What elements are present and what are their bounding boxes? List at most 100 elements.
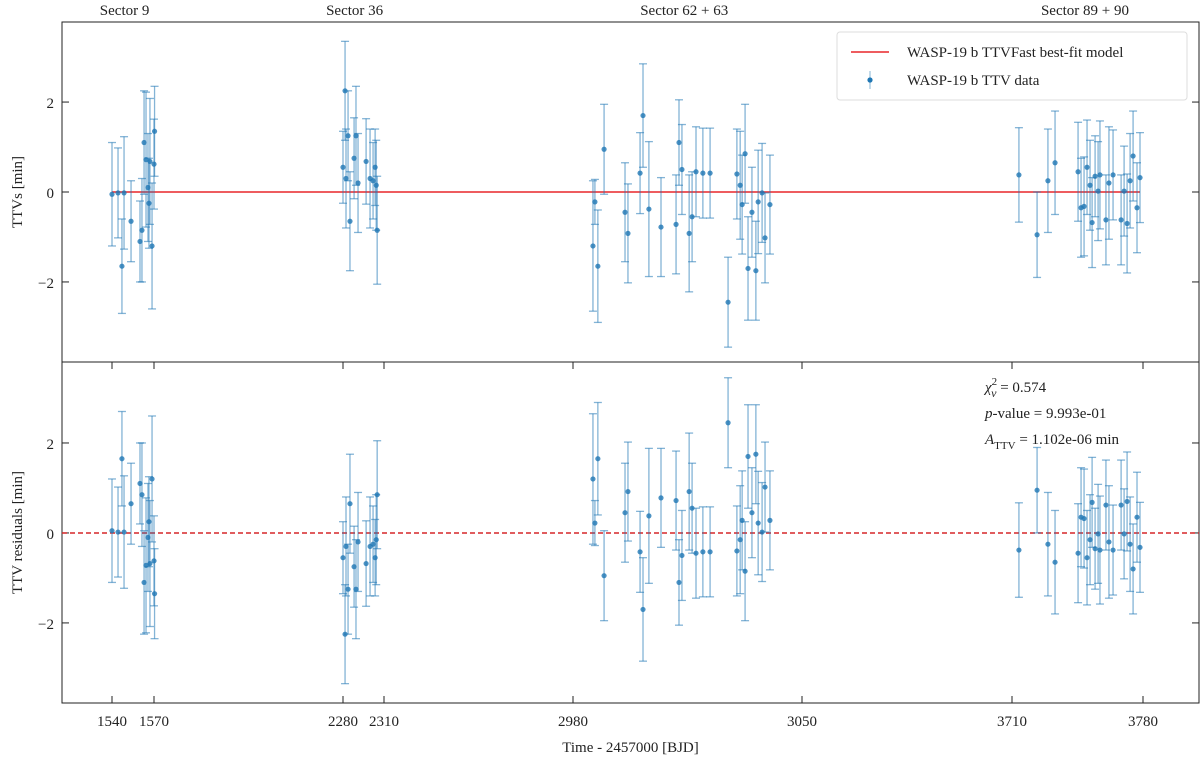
data-point xyxy=(744,404,753,509)
marker xyxy=(707,170,713,176)
marker xyxy=(370,178,376,184)
marker xyxy=(686,488,692,495)
marker xyxy=(1118,217,1124,223)
x-tick-label: 3710 xyxy=(997,714,1027,730)
marker xyxy=(745,453,751,460)
data-point xyxy=(373,440,382,550)
marker xyxy=(121,529,127,535)
marker xyxy=(1081,515,1087,522)
data-point xyxy=(351,539,360,640)
data-point xyxy=(724,256,733,348)
marker xyxy=(700,549,706,555)
data-point xyxy=(108,478,116,584)
data-point xyxy=(677,123,686,216)
data-point xyxy=(765,154,774,255)
marker xyxy=(345,133,351,139)
annotation-sub: TTV xyxy=(994,440,1015,452)
marker xyxy=(658,224,664,230)
marker xyxy=(1110,172,1116,178)
marker xyxy=(686,230,692,236)
marker xyxy=(1106,180,1112,186)
marker xyxy=(1121,531,1127,537)
marker xyxy=(753,451,759,457)
marker xyxy=(1137,544,1143,550)
marker xyxy=(646,513,652,519)
data-point xyxy=(1014,127,1023,223)
x-tick-label: 3050 xyxy=(787,714,817,730)
data-point xyxy=(1120,145,1129,237)
marker xyxy=(742,568,748,574)
marker xyxy=(1081,203,1087,209)
data-point xyxy=(677,509,686,602)
marker xyxy=(734,171,740,177)
annotation-text: = 1.102e-06 min xyxy=(1016,432,1120,448)
marker xyxy=(1124,220,1130,227)
data-point xyxy=(736,130,745,240)
marker xyxy=(1103,217,1109,223)
data-point xyxy=(1101,174,1110,266)
data-point xyxy=(150,548,159,640)
marker xyxy=(590,476,596,482)
data-point xyxy=(117,218,126,315)
marker xyxy=(1127,178,1133,184)
data-point xyxy=(351,85,360,186)
marker xyxy=(1045,178,1051,184)
marker xyxy=(1034,487,1040,493)
x-tick-label: 2280 xyxy=(328,714,358,730)
data-point xyxy=(639,63,648,168)
marker xyxy=(119,263,125,269)
marker xyxy=(622,209,628,215)
data-point xyxy=(136,200,144,283)
annotation: χ2 ν = 0.574 xyxy=(983,376,1047,400)
data-point xyxy=(761,192,770,284)
data-point xyxy=(1133,471,1142,563)
data-point xyxy=(732,505,741,597)
data-point xyxy=(373,175,382,285)
marker xyxy=(374,492,380,498)
x-tick-label: 3780 xyxy=(1128,714,1158,730)
legend-label: WASP-19 b TTV data xyxy=(907,73,1040,89)
marker xyxy=(1103,502,1109,508)
marker xyxy=(372,555,378,561)
marker xyxy=(725,299,731,305)
data-point xyxy=(593,401,602,516)
data-point xyxy=(1095,495,1104,605)
data-point xyxy=(593,209,602,324)
data-point xyxy=(114,486,123,578)
marker xyxy=(1089,499,1095,505)
data-point xyxy=(1083,119,1092,216)
x-axis-label: Time - 2457000 [BJD] xyxy=(562,740,699,756)
data-point xyxy=(150,85,159,177)
legend-swatch xyxy=(867,77,873,83)
y-tick-label: −2 xyxy=(38,617,54,633)
data-point xyxy=(1086,139,1095,231)
marker xyxy=(676,139,682,146)
marker xyxy=(139,227,145,233)
data-point xyxy=(765,470,774,571)
data-point xyxy=(108,141,116,247)
marker xyxy=(1092,173,1098,179)
marker xyxy=(1016,172,1022,178)
marker xyxy=(1134,205,1140,211)
data-point xyxy=(140,90,149,195)
data-point xyxy=(751,220,760,321)
data-point xyxy=(698,127,707,219)
marker xyxy=(128,218,134,224)
data-point xyxy=(644,447,653,584)
marker xyxy=(749,510,755,516)
marker xyxy=(1087,537,1093,543)
marker xyxy=(345,586,351,592)
data-point xyxy=(623,441,632,542)
data-point xyxy=(685,174,694,293)
data-point xyxy=(1051,509,1060,615)
y-axis-label: TTVs [min] xyxy=(10,156,26,228)
marker xyxy=(137,480,143,487)
marker xyxy=(745,265,751,272)
data-point xyxy=(1051,110,1060,216)
data-point xyxy=(354,132,363,234)
annotation-symbol: χ xyxy=(983,380,992,396)
marker xyxy=(373,182,379,188)
data-point xyxy=(136,442,144,525)
marker xyxy=(640,606,646,613)
marker xyxy=(1130,566,1136,572)
